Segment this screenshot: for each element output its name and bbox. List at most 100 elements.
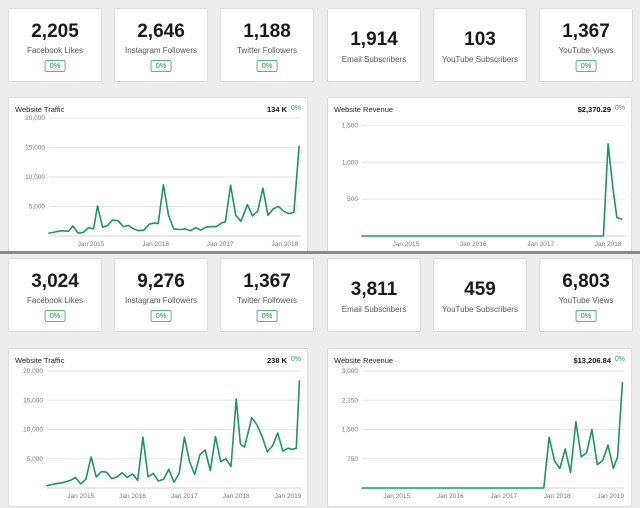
chart-total: 134 K [266, 105, 287, 114]
stat-card-twitter-followers[interactable]: 1,188 Twitter Followers 0% [220, 8, 314, 82]
stat-label: Facebook Likes [26, 46, 84, 55]
stat-label: YouTube Views [558, 46, 614, 55]
y-tick-label: 10,000 [23, 427, 43, 434]
x-tick-label: Jan 2016 [460, 241, 487, 248]
stat-value: 2,205 [31, 21, 79, 42]
y-tick-label: 750 [347, 456, 358, 463]
y-tick-label: 20,000 [25, 115, 45, 122]
stat-card-youtube-views[interactable]: 6,803 YouTube Views 0% [539, 258, 633, 332]
x-tick-label: Jan 2015 [78, 241, 105, 248]
stat-value: 1,914 [350, 29, 398, 50]
y-tick-label: 2,250 [342, 397, 359, 404]
stat-card-instagram-followers[interactable]: 2,646 Instagram Followers 0% [114, 8, 208, 82]
y-tick-label: 20,000 [23, 368, 43, 375]
stat-label: Facebook Likes [26, 296, 84, 305]
stat-label: YouTube Subscribers [442, 55, 518, 64]
y-tick-label: 10,000 [25, 174, 45, 181]
change-badge: 0% [575, 310, 597, 322]
website-revenue-chart: Website Revenue $13,206.84 0% 750 1,500 2,… [327, 348, 632, 507]
series-line [46, 380, 301, 487]
stat-card-email-subscribers[interactable]: 3,811 Email Subscribers [327, 258, 421, 332]
y-tick-label: 5,000 [29, 204, 46, 211]
y-tick-label: 1,000 [342, 159, 359, 166]
change-badge: 0% [150, 310, 172, 322]
traffic-plot: 5,000 10,000 15,000 20,000 Jan 2015 Jan 2016 J… [23, 368, 302, 500]
x-tick-label: Jan 2018 [271, 241, 298, 248]
y-tick-label: 15,000 [23, 397, 43, 404]
website-traffic-chart: Website Traffic 238 K 0% 5,000 10,000 15,0… [8, 348, 308, 507]
stat-label: Twitter Followers [236, 46, 297, 55]
stat-value: 6,803 [562, 271, 610, 292]
stat-value: 3,024 [31, 271, 79, 292]
stat-card-facebook-likes[interactable]: 3,024 Facebook Likes 0% [8, 258, 102, 332]
stat-label: Email Subscribers [341, 55, 407, 64]
stat-card-youtube-subscribers[interactable]: 459 YouTube Subscribers [433, 258, 527, 332]
stat-card-twitter-followers[interactable]: 1,367 Twitter Followers 0% [220, 258, 314, 332]
x-tick-label: Jan 2015 [392, 241, 419, 248]
x-tick-label: Jan 2017 [490, 493, 517, 500]
y-tick-label: 500 [347, 196, 358, 203]
x-tick-label: Jan 2015 [67, 493, 94, 500]
y-tick-label: 3,000 [342, 368, 359, 375]
stat-value: 1,367 [243, 271, 291, 292]
stat-label: YouTube Views [558, 296, 614, 305]
change-badge: 0% [44, 60, 66, 72]
stat-label: Email Subscribers [341, 305, 407, 314]
x-tick-label: Jan 2016 [437, 493, 464, 500]
chart-change: 0% [614, 356, 625, 363]
chart-total: $13,206.84 [573, 356, 611, 365]
x-tick-label: Jan 2016 [119, 493, 146, 500]
change-badge: 0% [256, 60, 278, 72]
chart-change: 0% [290, 105, 301, 112]
series-line [48, 145, 300, 234]
chart-title: Website Revenue [334, 356, 394, 365]
stat-label: Instagram Followers [124, 296, 198, 305]
y-tick-label: 1,500 [342, 122, 359, 129]
x-tick-label: Jan 2015 [383, 493, 410, 500]
stat-card-email-subscribers[interactable]: 1,914 Email Subscribers [327, 8, 421, 82]
stat-card-instagram-followers[interactable]: 9,276 Instagram Followers 0% [114, 258, 208, 332]
x-tick-label: Jan 2018 [544, 493, 571, 500]
change-badge: 0% [575, 60, 597, 72]
change-badge: 0% [44, 310, 66, 322]
y-tick-label: 15,000 [25, 145, 45, 152]
chart-total: $2,370.29 [577, 105, 611, 114]
chart-total: 238 K [266, 356, 287, 365]
section-divider [0, 251, 640, 254]
website-revenue-chart: Website Revenue $2,370.29 0% 500 1,000 1,5… [327, 97, 632, 253]
stat-label: YouTube Subscribers [442, 305, 518, 314]
series-line [361, 142, 623, 237]
x-tick-label: Jan 2017 [171, 493, 198, 500]
x-tick-label: Jan 2017 [527, 241, 554, 248]
x-tick-label: Jan 2019 [597, 493, 624, 500]
y-tick-label: 1,500 [342, 427, 359, 434]
stat-value: 2,646 [137, 21, 185, 42]
chart-title: Website Traffic [15, 105, 65, 114]
x-tick-label: Jan 2018 [223, 493, 250, 500]
x-tick-label: Jan 2016 [142, 241, 169, 248]
x-tick-label: Jan 2019 [275, 493, 302, 500]
dashboard-panel-1: 2,205 Facebook Likes 0% 2,646 Instagram … [0, 0, 640, 253]
change-badge: 0% [256, 310, 278, 322]
stat-value: 1,367 [562, 21, 610, 42]
dashboard-panel-2: 3,024 Facebook Likes 0% 9,276 Instagram … [0, 254, 640, 507]
chart-change: 0% [290, 356, 301, 363]
website-traffic-chart: Website Traffic 134 K 0% 5,000 10,000 15,0… [8, 97, 308, 253]
stat-label: Instagram Followers [124, 46, 198, 55]
revenue-plot: 750 1,500 2,250 3,000 Jan 2015 Jan 2016 Jan 20… [342, 368, 625, 500]
stat-card-youtube-views[interactable]: 1,367 YouTube Views 0% [539, 8, 633, 82]
stat-value: 9,276 [137, 271, 185, 292]
stat-value: 1,188 [243, 21, 291, 42]
change-badge: 0% [150, 60, 172, 72]
stat-value: 3,811 [350, 279, 398, 300]
stat-card-facebook-likes[interactable]: 2,205 Facebook Likes 0% [8, 8, 102, 82]
series-line [361, 381, 624, 489]
traffic-plot: 5,000 10,000 15,000 20,000 Jan 2015 Jan 2016 J… [25, 115, 301, 248]
stat-value: 103 [464, 29, 496, 50]
stat-label: Twitter Followers [236, 296, 297, 305]
chart-title: Website Traffic [15, 356, 65, 365]
y-tick-label: 5,000 [27, 456, 44, 463]
chart-title: Website Revenue [334, 105, 394, 114]
stat-value: 459 [464, 279, 496, 300]
stat-card-youtube-subscribers[interactable]: 103 YouTube Subscribers [433, 8, 527, 82]
